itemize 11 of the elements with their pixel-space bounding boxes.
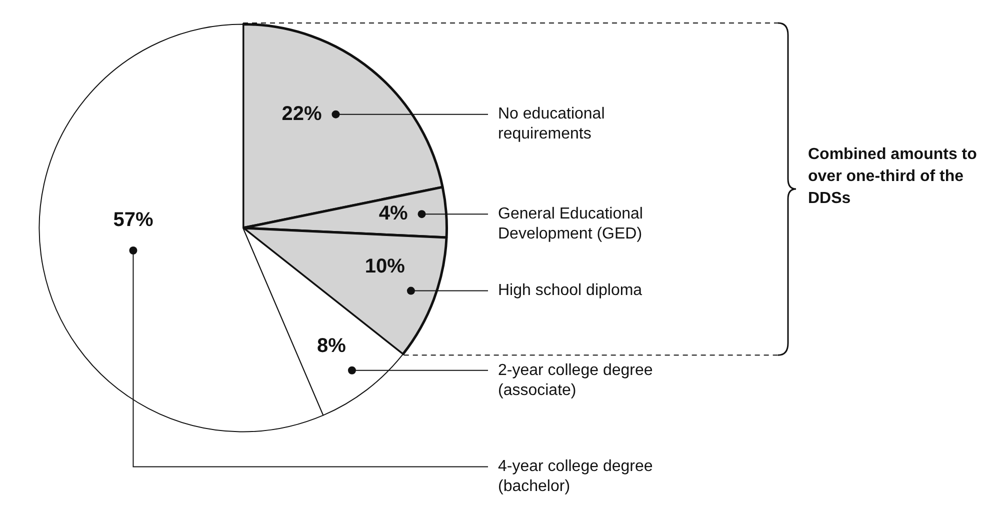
data-label: 4% [378, 202, 408, 225]
slice-label: No educational requirements [498, 106, 605, 143]
data-label: 22% [282, 102, 322, 125]
data-label: 10% [364, 255, 406, 278]
slice-label: 4-year college degree (bachelor) [498, 458, 653, 496]
slice-label: High school diploma [498, 282, 642, 300]
slice-label: 2-year college degree (associate) [498, 362, 653, 399]
data-label: 8% [317, 334, 346, 357]
data-label: 57% [113, 209, 154, 232]
text: Combined amounts to over one-third of the DDSs [808, 145, 978, 210]
slice-label: General Educational Development (GED) [498, 205, 643, 242]
